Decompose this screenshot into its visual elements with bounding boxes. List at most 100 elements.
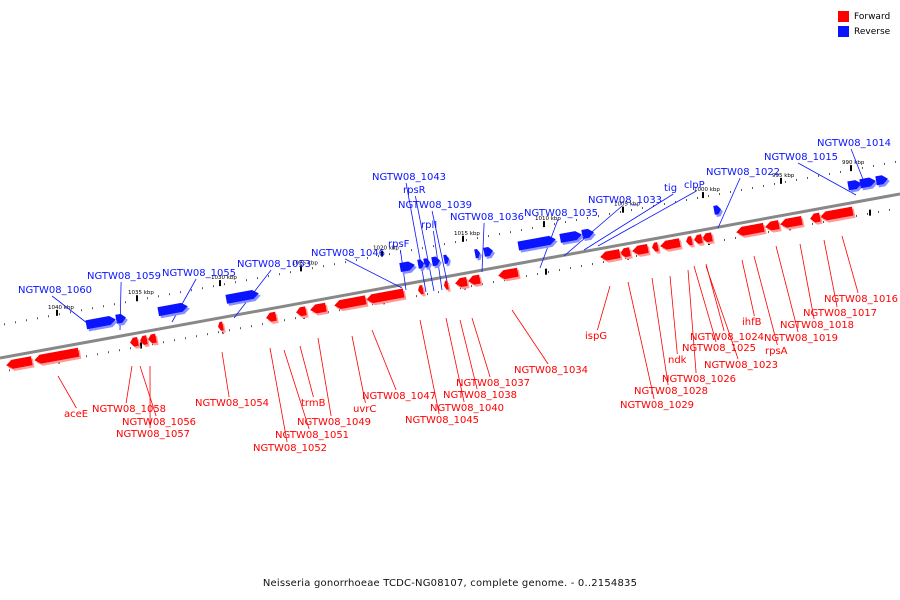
tick-mark <box>416 295 417 298</box>
tick-mark <box>125 301 126 304</box>
tick-mark <box>262 323 263 326</box>
tick-mark <box>169 293 170 296</box>
tick-mark <box>675 201 676 203</box>
tick-label: 1025 kbp <box>292 260 318 266</box>
gene-label-ngtw08-1025: NGTW08_1025 <box>682 343 756 354</box>
tick-label: 1010 kbp <box>535 216 561 222</box>
tick-mark <box>240 327 241 330</box>
tick-mark <box>548 271 549 274</box>
tick-mark <box>323 265 324 268</box>
gene-label-ihfb: ihfB <box>742 317 762 328</box>
tick-mark <box>559 269 560 272</box>
tick-mark <box>807 176 808 179</box>
reverse-gene-arrow <box>443 254 451 267</box>
tick-mark <box>312 267 313 270</box>
tick-mark <box>422 247 423 250</box>
tick-mark <box>92 307 93 310</box>
tick-mark <box>812 222 813 225</box>
tick-mark <box>724 238 725 241</box>
gene-label-ngtw08-1029: NGTW08_1029 <box>620 400 694 411</box>
gene-label-ngtw08-1028: NGTW08_1028 <box>634 386 708 397</box>
gene-label-ngtw08-1026: NGTW08_1026 <box>662 374 736 385</box>
tick-mark <box>719 192 720 195</box>
gene-label-ngtw08-1023: NGTW08_1023 <box>704 360 778 371</box>
reverse-gene-arrow <box>559 231 584 246</box>
gene-features <box>6 175 890 371</box>
tick-mark <box>576 219 577 222</box>
forward-gene-arrow <box>810 212 823 225</box>
tick-mark <box>246 279 247 282</box>
tick-mark <box>37 317 38 320</box>
gene-label-ngtw08-1034: NGTW08_1034 <box>514 365 588 376</box>
gene-label-ngtw08-1035: NGTW08_1035 <box>524 208 598 219</box>
gene-label-ngtw08-1033: NGTW08_1033 <box>588 195 662 206</box>
tick-mark <box>499 233 500 236</box>
tick-mark <box>180 291 181 294</box>
forward-gene-arrow <box>652 242 661 254</box>
tick-label: 1030 kbp <box>211 275 237 281</box>
tick-mark <box>526 275 527 278</box>
tick-mark <box>702 192 704 199</box>
tick-mark <box>334 263 335 266</box>
forward-gene-arrow <box>296 306 309 319</box>
tick-mark <box>620 211 621 214</box>
tick-mark <box>878 210 879 213</box>
gene-label-ngtw08-1015: NGTW08_1015 <box>764 152 838 163</box>
tick-mark <box>818 174 819 177</box>
tick-mark <box>411 249 412 252</box>
tick-mark <box>152 343 153 346</box>
tick-mark <box>477 237 478 240</box>
tick-mark <box>70 311 71 314</box>
forward-gene-arrow <box>498 267 521 282</box>
tick-mark <box>850 165 852 172</box>
tick-mark <box>158 295 159 298</box>
tick-mark <box>444 243 445 246</box>
forward-gene-arrow <box>780 215 805 230</box>
gene-label-ngtw08-1045: NGTW08_1045 <box>405 415 479 426</box>
tick-mark <box>856 214 857 217</box>
tick-mark <box>780 177 782 184</box>
tick-label: 1040 kbp <box>48 305 74 311</box>
tick-mark <box>543 221 545 228</box>
genome-caption: Neisseria gonorrhoeae TCDC-NG08107, comp… <box>262 578 638 589</box>
gene-label-ngtw08-1040: NGTW08_1040 <box>430 403 504 414</box>
forward-gene-arrow <box>148 333 159 346</box>
gene-label-ngtw08-1014: NGTW08_1014 <box>817 138 891 149</box>
tick-mark <box>622 206 624 213</box>
tick-mark <box>224 283 225 286</box>
tick-mark <box>235 281 236 284</box>
tick-mark <box>81 309 82 312</box>
tick-mark <box>119 349 120 352</box>
gene-label-ngtw08-1058: NGTW08_1058 <box>92 404 166 415</box>
tick-mark <box>545 268 547 275</box>
tick-mark <box>4 323 5 326</box>
legend: Forward Reverse <box>838 9 890 39</box>
tick-mark <box>251 325 252 328</box>
tick-label: 995 kbp <box>772 173 795 179</box>
tick-mark <box>427 293 428 296</box>
forward-swatch <box>838 11 849 22</box>
tick-mark <box>730 190 731 193</box>
tick-mark <box>257 277 258 280</box>
tick-mark <box>889 208 890 211</box>
gene-label-ngtw08-1043: NGTW08_1043 <box>372 172 446 183</box>
forward-gene-arrow <box>620 247 633 260</box>
forward-gene-arrow <box>34 347 82 366</box>
gene-label-ngtw08-1037: NGTW08_1037 <box>456 378 530 389</box>
forward-gene-arrow <box>6 356 35 371</box>
tick-mark <box>521 229 522 232</box>
gene-label-ngtw08-1019: NGTW08_1019 <box>764 333 838 344</box>
tick-mark <box>741 188 742 191</box>
tick-mark <box>328 311 329 314</box>
tick-mark <box>532 227 533 230</box>
tick-mark <box>510 231 511 234</box>
gene-label-ngtw08-1056: NGTW08_1056 <box>122 417 196 428</box>
tick-mark <box>389 253 390 256</box>
tick-mark <box>97 353 98 356</box>
forward-gene-arrow <box>694 234 705 246</box>
gene-label-ngtw08-1060: NGTW08_1060 <box>18 285 92 296</box>
tick-mark <box>295 317 296 320</box>
gene-label-ispg: ispG <box>585 331 607 342</box>
forward-gene-arrow <box>468 274 483 287</box>
